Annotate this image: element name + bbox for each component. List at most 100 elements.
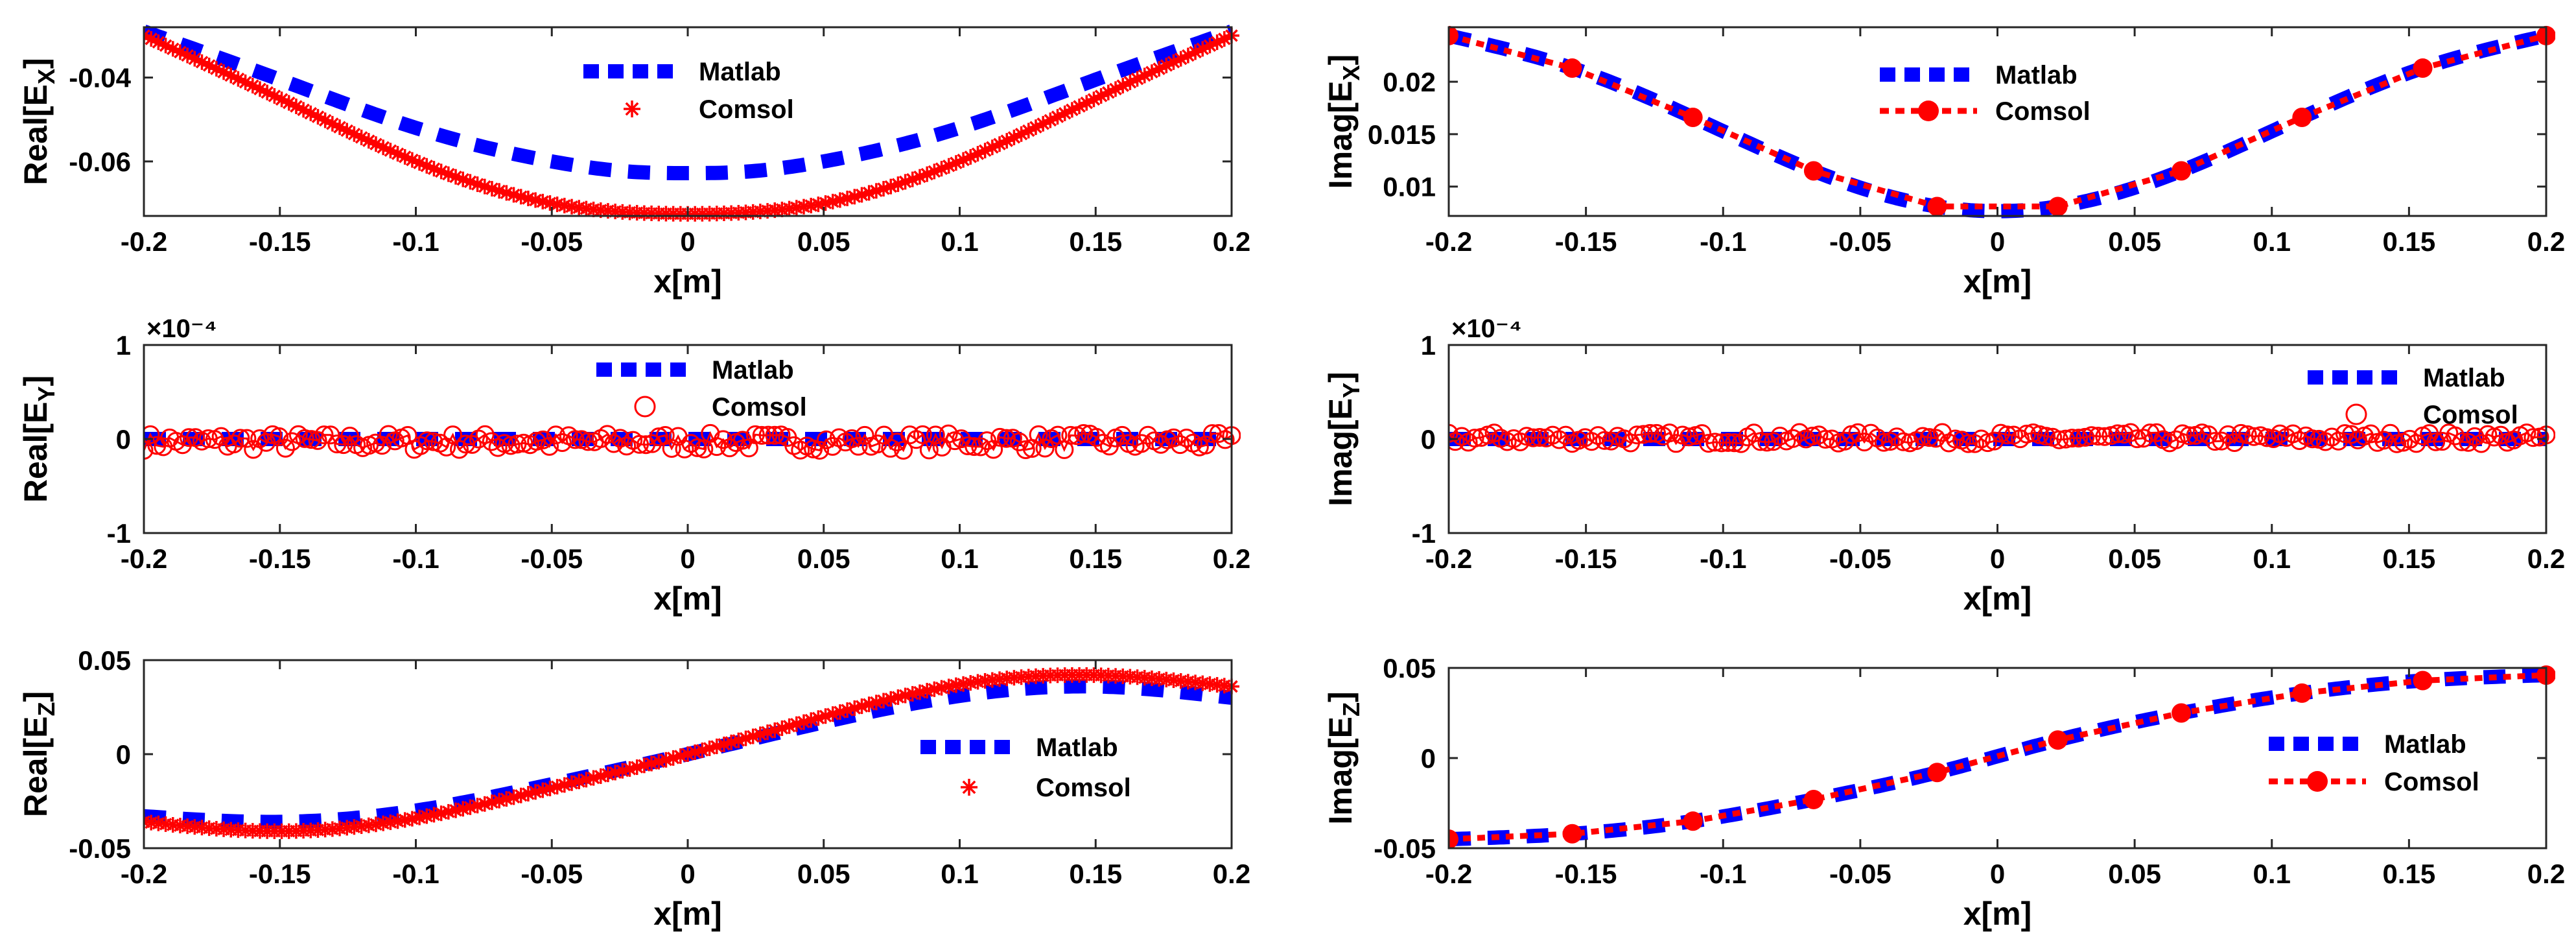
comsol-point [1699, 434, 1718, 453]
comsol-point [1705, 433, 1725, 452]
x-tick-label: 0.2 [2527, 859, 2565, 889]
comsol-point [881, 438, 900, 458]
comsol-point [765, 425, 784, 445]
y-tick-label: 0.05 [78, 645, 131, 676]
comsol-point [1530, 427, 1549, 447]
comsol-point [1484, 423, 1504, 443]
comsol-point [2030, 425, 2050, 444]
comsol-point [1634, 425, 1654, 444]
comsol-point [2341, 425, 2361, 444]
x-tick-label: -0.05 [521, 226, 583, 257]
x-tick-label: 0.05 [797, 543, 850, 574]
x-tick-label: 0.2 [1213, 543, 1250, 574]
y-tick-label: -1 [107, 518, 131, 549]
comsol-point [958, 436, 978, 455]
comsol-point [482, 432, 501, 451]
x-tick-label: -0.15 [1555, 859, 1617, 889]
comsol-point [1452, 427, 1471, 446]
comsol-point [1919, 428, 1939, 447]
x-tick-label: -0.15 [1555, 226, 1617, 257]
x-tick-label: -0.05 [1829, 543, 1891, 574]
comsol-point [1874, 433, 1893, 452]
x-tick-label: 0.2 [2527, 226, 2565, 257]
legend-entry-comsol: Comsol [1995, 97, 2090, 126]
comsol-point [894, 440, 913, 460]
comsol-point [1449, 432, 1465, 451]
comsol-point [2292, 683, 2312, 703]
x-tick-label: 0 [680, 859, 695, 889]
x-axis-label: x[m] [1963, 263, 2032, 300]
comsol-point [984, 440, 1003, 459]
comsol-point [1816, 429, 1835, 449]
y-tick-label: 0.05 [1383, 653, 1436, 683]
comsol-point [1731, 434, 1751, 453]
comsol-point [1893, 432, 1913, 451]
comsol-point [1035, 438, 1055, 458]
x-tick-label: -0.2 [121, 226, 167, 257]
y-tick-label: -0.05 [1374, 833, 1436, 864]
x-tick-label: -0.15 [249, 859, 311, 889]
comsol-point [1588, 426, 1608, 445]
comsol-point [2413, 58, 2433, 78]
comsol-point [617, 436, 637, 456]
series-comsol-line [1449, 32, 2547, 209]
comsol-point [514, 433, 533, 453]
x-tick-label: -0.2 [1425, 859, 1472, 889]
comsol-point [694, 742, 710, 759]
x-tick-label: -0.05 [1829, 226, 1891, 257]
comsol-point [2069, 429, 2089, 448]
comsol-point [1171, 435, 1190, 455]
x-tick-label: 0 [1990, 859, 2005, 889]
comsol-point [508, 434, 527, 454]
comsol-point [571, 774, 587, 790]
comsol-point [372, 436, 392, 455]
comsol-point [1913, 427, 1932, 446]
comsol-point [1177, 428, 1196, 447]
comsol-point [1196, 435, 1215, 455]
comsol-point [1641, 423, 1660, 443]
comsol-point [237, 429, 257, 448]
comsol-point [2491, 425, 2511, 445]
comsol-point [1790, 423, 1809, 442]
y-tick-label: -0.04 [69, 63, 131, 93]
comsol-point [2121, 423, 2140, 442]
comsol-point [224, 434, 244, 454]
comsol-point [1803, 789, 1823, 809]
comsol-point [2050, 430, 2069, 449]
comsol-point [456, 434, 475, 454]
comsol-point [411, 436, 430, 455]
comsol-point [2108, 424, 2127, 444]
y-tick-label: -1 [1412, 518, 1436, 549]
comsol-point [1926, 429, 1945, 448]
comsol-point [1562, 824, 1582, 844]
comsol-point [437, 437, 456, 457]
comsol-point [275, 438, 295, 458]
x-tick-label: 0.05 [797, 859, 850, 889]
x-axis-label: x[m] [653, 263, 722, 300]
comsol-point [1848, 423, 1868, 442]
y-tick-label: -0.06 [69, 147, 131, 177]
x-tick-label: -0.2 [1425, 543, 1472, 574]
comsol-point [1945, 429, 1965, 449]
legend-entry-matlab: Matlab [712, 356, 794, 385]
y-tick-label: -0.05 [69, 833, 131, 864]
comsol-point [475, 425, 495, 444]
legend-swatch-comsol [634, 396, 656, 418]
comsol-point [535, 782, 551, 798]
comsol-point [2114, 425, 2134, 444]
x-tick-label: -0.15 [249, 226, 311, 257]
comsol-point [971, 437, 990, 457]
comsol-point [2413, 671, 2433, 691]
comsol-point [662, 439, 681, 458]
comsol-point [1209, 423, 1228, 443]
comsol-point [694, 439, 714, 458]
x-tick-label: 0 [1990, 226, 2005, 257]
comsol-point [565, 430, 585, 449]
comsol-point [939, 424, 958, 444]
legend: Matlab Comsol [920, 733, 1131, 802]
comsol-point [578, 432, 598, 451]
comsol-point [379, 425, 398, 444]
comsol-point [491, 183, 508, 199]
comsol-point [1628, 425, 1647, 445]
comsol-point [2374, 431, 2394, 450]
